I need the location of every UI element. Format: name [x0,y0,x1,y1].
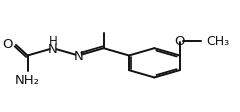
Text: H: H [48,35,57,48]
Text: O: O [2,37,13,50]
Text: N: N [48,42,58,55]
Text: NH₂: NH₂ [15,74,40,87]
Text: CH₃: CH₃ [207,35,230,48]
Text: N: N [74,50,83,62]
Text: O: O [174,35,185,48]
